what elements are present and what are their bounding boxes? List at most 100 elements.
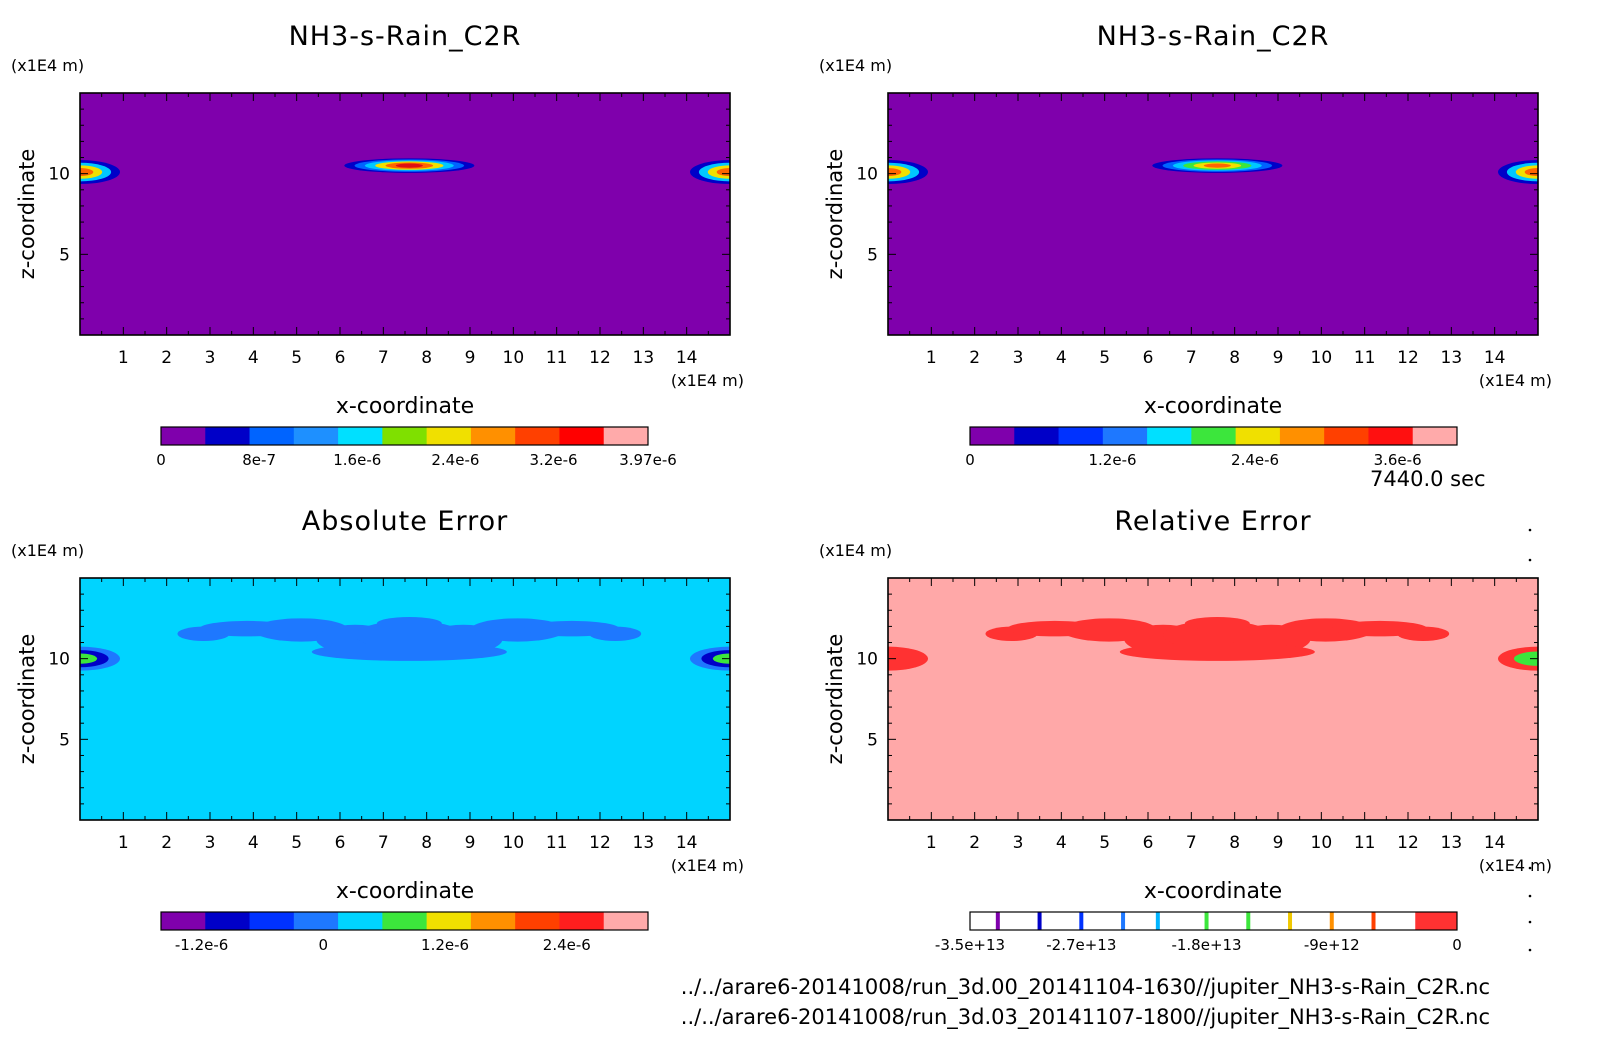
colorbar-swatch xyxy=(1102,427,1148,445)
colorbar-frame xyxy=(969,911,1458,931)
x-tick-label: 13 xyxy=(633,348,655,368)
colorbar-background xyxy=(970,912,1457,930)
x-tick-label: 12 xyxy=(1397,348,1419,368)
colorbar-tick-label: 0 xyxy=(319,936,329,954)
y-axis-label: z-coordinate xyxy=(823,634,847,765)
x-tick-label: 6 xyxy=(1143,348,1154,368)
x-tick-label: 9 xyxy=(465,833,476,853)
colorbar-level-line xyxy=(1037,912,1042,930)
contour-blob-lobe xyxy=(589,626,642,642)
colorbar-swatch xyxy=(559,427,605,445)
contour-blob-lobe xyxy=(1397,626,1450,642)
colorbar-level-line xyxy=(1329,912,1334,930)
colorbar-swatch xyxy=(1191,427,1237,445)
x-tick-label: 14 xyxy=(1484,348,1506,368)
y-tick-label: 5 xyxy=(59,730,70,750)
colorbar-tick-label: 2.4e-6 xyxy=(1231,451,1279,469)
x-tick-label: 5 xyxy=(1099,348,1110,368)
y-tick-label: 10 xyxy=(856,165,878,185)
x-tick-label: 11 xyxy=(1354,833,1376,853)
colorbar-tick-label: 3.6e-6 xyxy=(1374,451,1422,469)
colorbar-swatch xyxy=(1058,427,1104,445)
x-tick-label: 1 xyxy=(926,348,937,368)
x-tick-label: 8 xyxy=(421,833,432,853)
x-tick-label: 7 xyxy=(378,833,389,853)
colorbar-swatch xyxy=(1412,427,1458,445)
colorbar-tick-label: 2.4e-6 xyxy=(431,451,479,469)
colorbar-swatch xyxy=(161,912,206,930)
colorbar-tick-label: 8e-7 xyxy=(242,451,276,469)
x-axis-label: x-coordinate xyxy=(1144,879,1282,904)
x-tick-label: 12 xyxy=(589,348,611,368)
x-tick-label: 4 xyxy=(1056,833,1067,853)
colorbar-swatch xyxy=(1147,427,1192,445)
x-tick-label: 4 xyxy=(248,833,259,853)
colorbar: -1.2e-6 0 1.2e-6 2.4e-6 xyxy=(160,911,649,954)
colorbar-tick-label: -1.2e-6 xyxy=(175,936,228,954)
y-unit-label: (x1E4 m) xyxy=(11,541,84,560)
x-tick-label: 9 xyxy=(465,348,476,368)
x-tick-label: 9 xyxy=(1273,348,1284,368)
colorbar-tick-label: 0 xyxy=(1452,936,1462,954)
colorbar-swatch xyxy=(1368,427,1414,445)
y-tick-label: 5 xyxy=(867,730,878,750)
colorbar-tick-label: 1.2e-6 xyxy=(1089,451,1137,469)
x-tick-label: 7 xyxy=(1186,348,1197,368)
x-tick-label: 14 xyxy=(1484,833,1506,853)
x-tick-label: 11 xyxy=(1354,348,1376,368)
colorbar-tick-label: -1.8e+13 xyxy=(1171,936,1241,954)
colorbar-swatch xyxy=(559,912,605,930)
margin-dot xyxy=(1528,866,1532,870)
field-features xyxy=(80,617,730,671)
contour-edge-level xyxy=(888,646,928,671)
field-features xyxy=(888,158,1538,185)
panel-title: Absolute Error xyxy=(302,506,508,537)
colorbar-tick-label: 1.2e-6 xyxy=(421,936,469,954)
y-unit-label: (x1E4 m) xyxy=(819,56,892,75)
x-axis-label: x-coordinate xyxy=(1144,394,1282,419)
margin-dot xyxy=(1528,920,1532,924)
contour-edge-level xyxy=(1514,651,1538,666)
colorbar-level-line xyxy=(1371,912,1376,930)
x-tick-label: 11 xyxy=(546,833,568,853)
margin-dot xyxy=(1528,948,1532,952)
x-tick-label: 5 xyxy=(291,833,302,853)
colorbar-tick-label: -2.7e+13 xyxy=(1046,936,1116,954)
x-axis-label: x-coordinate xyxy=(336,394,474,419)
colorbar-swatch xyxy=(205,912,251,930)
colorbar-tick-label: -3.5e+13 xyxy=(935,936,1005,954)
colorbar-swatch xyxy=(161,427,206,445)
colorbar-level-line xyxy=(995,912,1000,930)
contour-edge-level xyxy=(80,653,98,664)
x-tick-label: 4 xyxy=(1056,348,1067,368)
colorbar-swatch xyxy=(603,912,649,930)
x-tick-label: 8 xyxy=(1229,833,1240,853)
x-tick-label: 3 xyxy=(1013,348,1024,368)
margin-dot xyxy=(1528,558,1532,562)
field-features xyxy=(80,158,730,185)
x-tick-label: 2 xyxy=(161,833,172,853)
colorbar-tick-label: 1.6e-6 xyxy=(333,451,381,469)
contour-lens-level xyxy=(395,163,423,168)
field-background xyxy=(888,93,1538,335)
margin-dot xyxy=(1528,894,1532,898)
x-tick-label: 8 xyxy=(1229,348,1240,368)
source-file-a: ../../arare6-20141008/run_3d.00_20141104… xyxy=(680,975,1490,999)
contour-lens-level xyxy=(1203,163,1231,168)
colorbar-swatch xyxy=(470,427,516,445)
panel-title: Relative Error xyxy=(1114,506,1311,537)
colorbar-swatch xyxy=(603,427,649,445)
x-tick-label: 5 xyxy=(291,348,302,368)
colorbar-swatch xyxy=(426,427,472,445)
colorbar-swatch xyxy=(293,912,339,930)
colorbar-swatch xyxy=(426,912,472,930)
x-tick-label: 2 xyxy=(969,348,980,368)
x-unit-label: (x1E4 m) xyxy=(671,371,744,390)
panel-1: NH3-s-Rain_C2R(x1E4 m)1 2 3 4 5 6 7 8 9 10 11 12 13 1… xyxy=(11,21,744,469)
time-label: 7440.0 sec xyxy=(1370,467,1486,491)
x-tick-label: 12 xyxy=(589,833,611,853)
x-tick-label: 3 xyxy=(205,833,216,853)
colorbar-frame xyxy=(969,426,1458,446)
colorbar: 0 8e-7 1.6e-6 2.4e-6 3.2e-6 3.97e-6 xyxy=(156,426,677,469)
panel-4: Relative Error(x1E4 m)1 2 3 4 5 6 7 8 9 10 11 12 13 1… xyxy=(819,506,1552,954)
